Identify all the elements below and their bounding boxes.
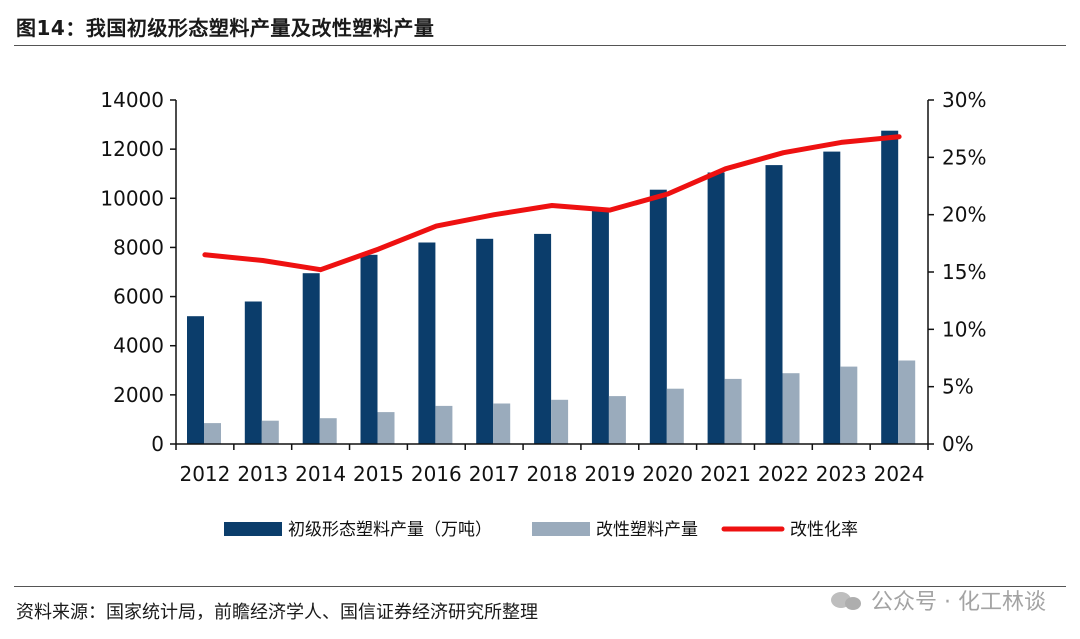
bar-modified-2024 [898, 360, 916, 444]
bar-modified-2012 [204, 423, 221, 444]
y-left-tick-label: 8000 [113, 235, 164, 259]
bar-modified-2023 [840, 366, 858, 444]
bar-primary-2022 [765, 165, 783, 444]
bar-primary-2018 [534, 233, 552, 444]
legend-swatch-primary [224, 522, 282, 536]
y-right-tick-label: 25% [942, 145, 986, 169]
watermark-text: 公众号 · 化工林谈 [871, 590, 1046, 615]
modified-bars-group [204, 360, 916, 444]
x-tick-label-2013: 2013 [237, 462, 288, 486]
bar-modified-2017 [493, 403, 511, 444]
y-right-tick-label: 10% [942, 317, 986, 341]
x-tick-label-2024: 2024 [874, 462, 925, 486]
chart: 0 2000 4000 6000 8000 10000 12000 14000 0% 5% 10% 1… [100, 88, 986, 540]
bar-primary-2017 [476, 238, 494, 444]
bar-modified-2016 [435, 405, 453, 444]
bar-primary-2015 [360, 254, 378, 444]
bar-modified-2013 [261, 420, 279, 444]
wechat-icon [831, 588, 863, 612]
y-left-tick-label: 4000 [113, 334, 164, 358]
y-left-tick-label: 6000 [113, 285, 164, 309]
bar-primary-2021 [707, 172, 725, 444]
axes-group: 0 2000 4000 6000 8000 10000 12000 14000 0% 5% 10% 1… [100, 88, 986, 486]
legend-label-rate: 改性化率 [790, 520, 858, 540]
watermark: 公众号 · 化工林谈 [831, 584, 1046, 616]
x-tick-label-2020: 2020 [642, 462, 693, 486]
bar-modified-2021 [724, 378, 742, 444]
bar-primary-2012 [187, 316, 204, 444]
x-tick-label-2017: 2017 [469, 462, 520, 486]
y-right-tick-label: 20% [942, 203, 986, 227]
legend-label-modified: 改性塑料产量 [596, 520, 698, 540]
source-divider [14, 586, 1066, 587]
y-right-tick-label: 15% [942, 260, 986, 284]
bar-modified-2014 [319, 418, 337, 444]
bar-modified-2015 [377, 412, 395, 444]
title-divider [14, 45, 1066, 46]
legend-label-primary: 初级形态塑料产量（万吨） [288, 520, 492, 540]
bar-primary-2024 [881, 130, 899, 444]
y-left-tick-label: 2000 [113, 383, 164, 407]
bar-modified-2020 [666, 388, 684, 444]
x-tick-label-2014: 2014 [295, 462, 346, 486]
y-right-tick-label: 0% [942, 432, 974, 456]
bar-modified-2018 [551, 399, 569, 444]
bar-modified-2022 [782, 373, 800, 444]
x-tick-label-2021: 2021 [700, 462, 751, 486]
x-tick-label-2016: 2016 [411, 462, 462, 486]
x-tick-label-2023: 2023 [816, 462, 867, 486]
x-tick-label-2012: 2012 [179, 462, 230, 486]
bar-primary-2016 [418, 242, 436, 444]
rate-line [202, 134, 902, 273]
y-right-tick-label: 30% [942, 88, 986, 112]
bar-primary-2019 [591, 208, 609, 444]
page-title: 图14：我国初级形态塑料产量及改性塑料产量 [16, 16, 435, 40]
y-left-tick-label: 14000 [100, 88, 164, 112]
bar-primary-2023 [823, 151, 841, 444]
legend: 初级形态塑料产量（万吨） 改性塑料产量 改性化率 [224, 520, 858, 540]
x-tick-label-2018: 2018 [527, 462, 578, 486]
y-right-tick-label: 5% [942, 375, 974, 399]
bar-modified-2019 [608, 396, 626, 444]
primary-bars-group [187, 130, 899, 444]
y-left-tick-label: 10000 [100, 186, 164, 210]
bar-primary-2020 [649, 189, 667, 444]
source-note: 资料来源：国家统计局，前瞻经济学人、国信证券经济研究所整理 [16, 602, 538, 623]
x-tick-label-2019: 2019 [584, 462, 635, 486]
rate-line-group [202, 134, 902, 273]
bar-primary-2014 [302, 273, 320, 444]
legend-swatch-modified [532, 522, 590, 536]
x-tick-label-2015: 2015 [353, 462, 404, 486]
y-left-tick-label: 0 [151, 432, 164, 456]
x-tick-label-2022: 2022 [758, 462, 809, 486]
bar-primary-2013 [244, 301, 262, 444]
y-left-tick-label: 12000 [100, 137, 164, 161]
